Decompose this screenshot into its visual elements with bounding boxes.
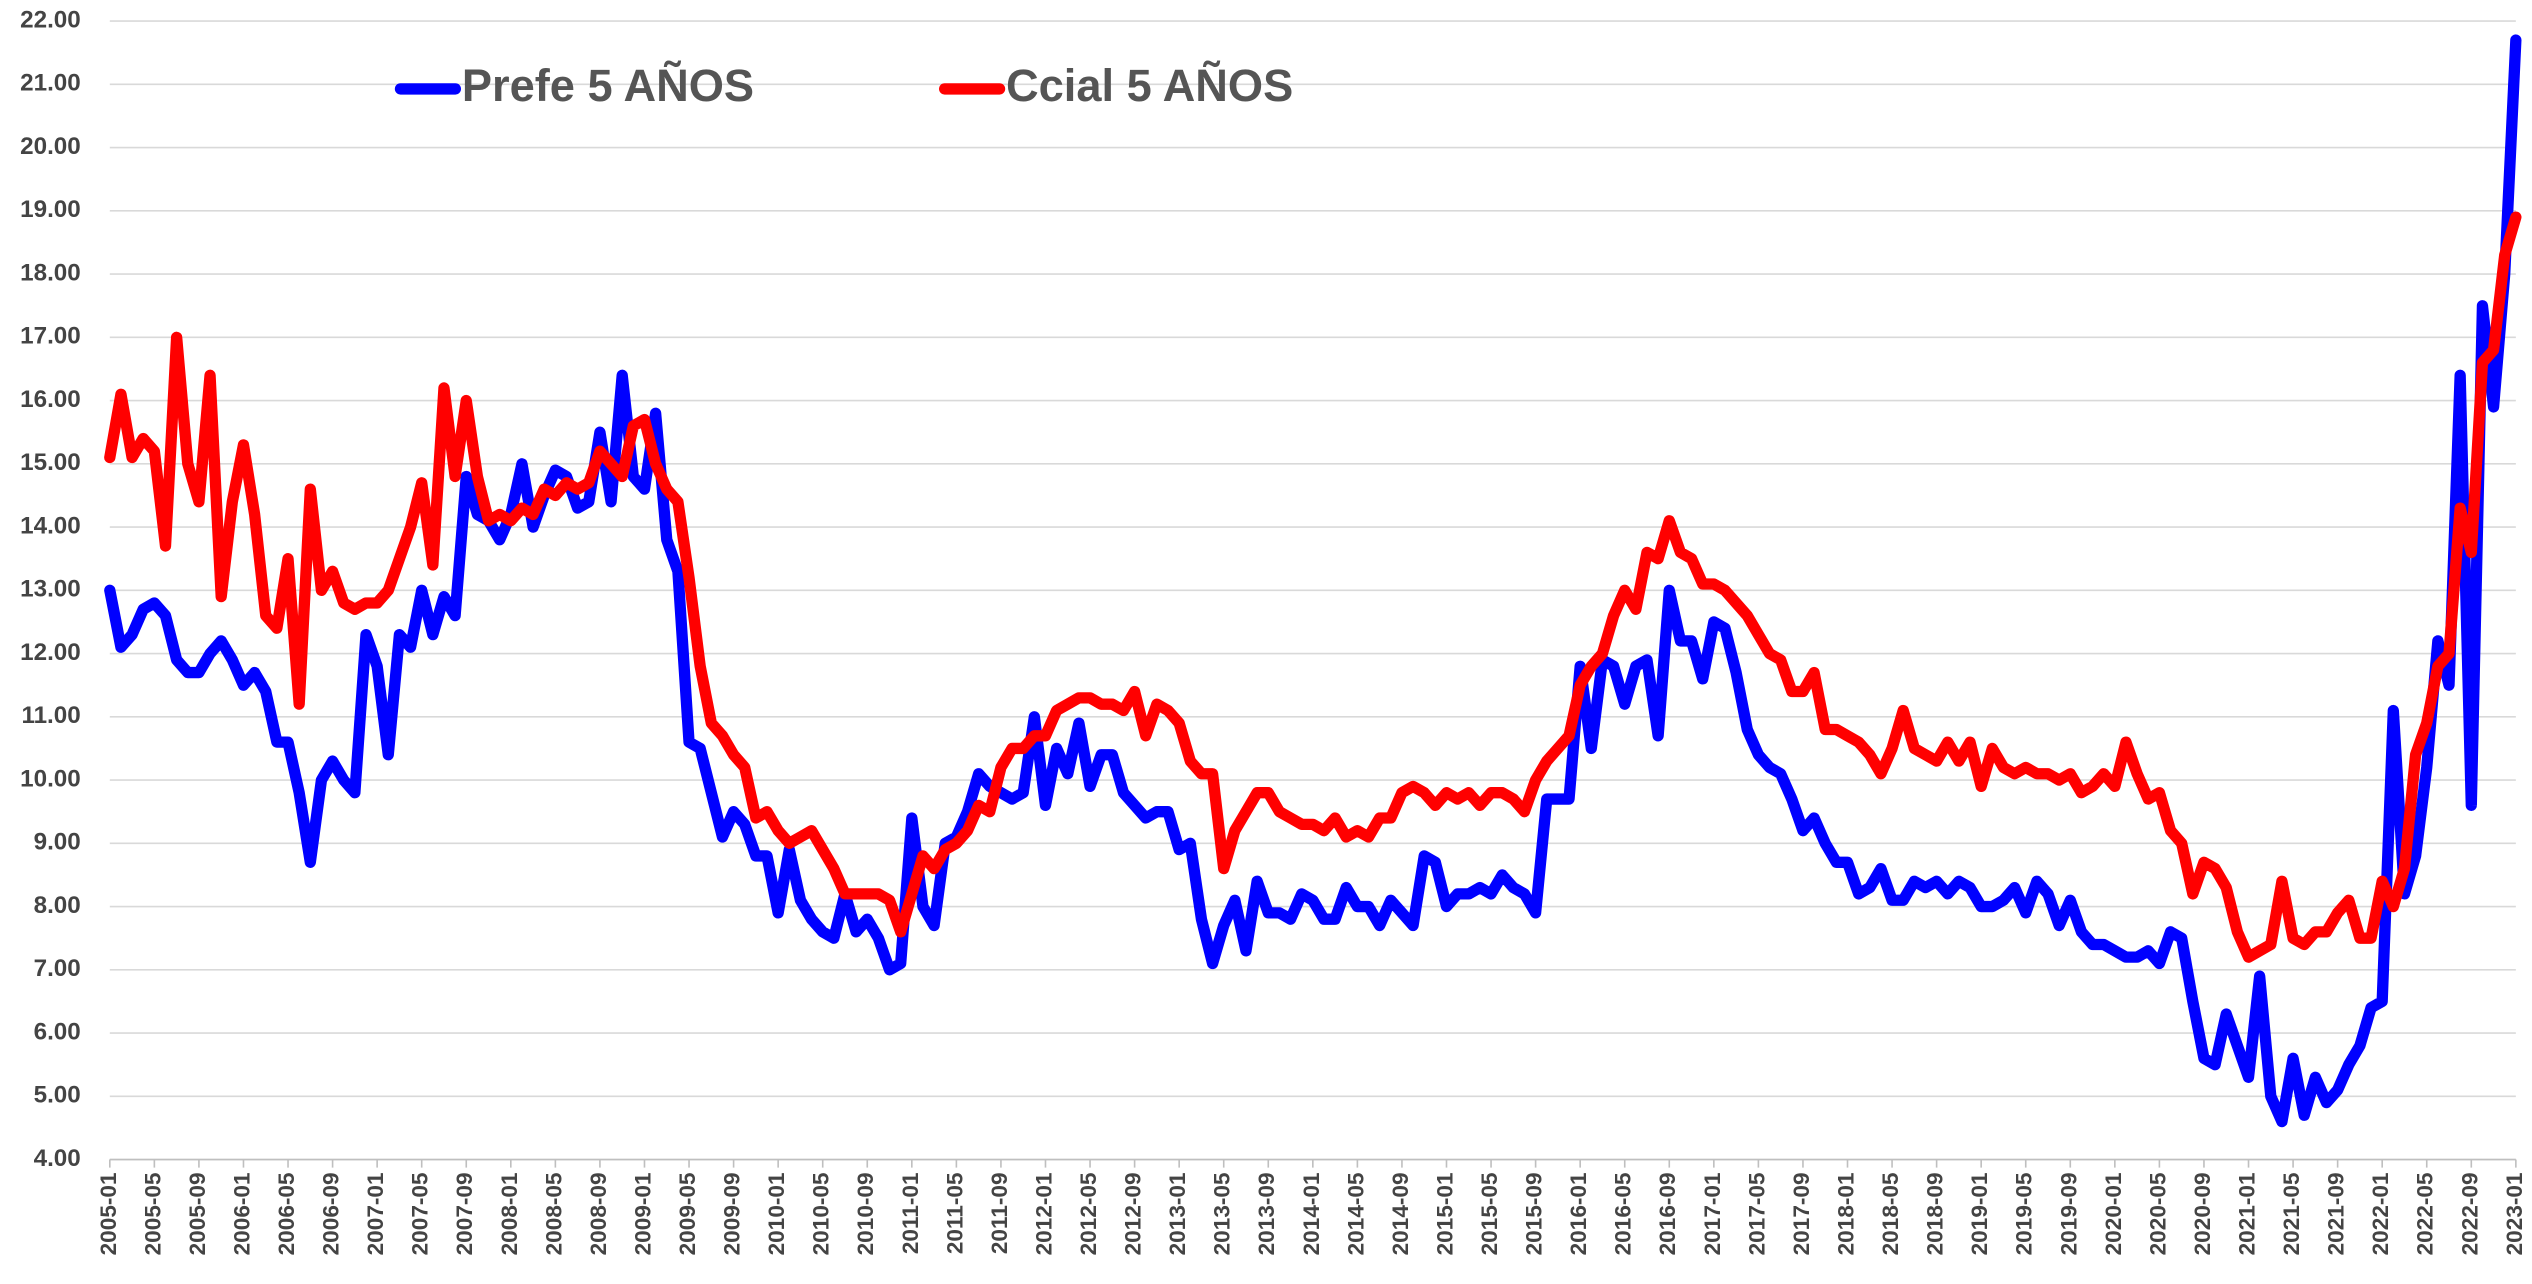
x-tick-label: 2018-01 xyxy=(1833,1172,1858,1255)
x-tick-label: 2018-05 xyxy=(1878,1172,1903,1255)
x-tick-label: 2010-05 xyxy=(809,1172,834,1255)
x-tick-label: 2005-05 xyxy=(140,1172,165,1255)
x-tick-label: 2007-01 xyxy=(363,1172,388,1255)
x-tick-label: 2013-05 xyxy=(1210,1172,1235,1255)
x-tick-label: 2018-09 xyxy=(1923,1172,1948,1255)
y-tick-label: 18.00 xyxy=(20,259,81,286)
x-tick-label: 2011-05 xyxy=(942,1172,967,1254)
x-tick-label: 2017-01 xyxy=(1700,1172,1725,1255)
x-tick-label: 2022-09 xyxy=(2457,1172,2482,1255)
x-tick-label: 2020-01 xyxy=(2101,1172,2126,1255)
y-tick-label: 13.00 xyxy=(20,576,81,603)
y-tick-label: 20.00 xyxy=(20,133,81,160)
y-tick-label: 19.00 xyxy=(20,196,81,223)
x-tick-label: 2012-01 xyxy=(1031,1172,1056,1255)
x-tick-label: 2015-09 xyxy=(1522,1172,1547,1255)
x-tick-label: 2019-01 xyxy=(1967,1172,1992,1255)
y-tick-label: 12.00 xyxy=(20,639,81,666)
x-tick-label: 2016-09 xyxy=(1655,1172,1680,1255)
x-tick-label: 2019-05 xyxy=(2012,1172,2037,1255)
y-tick-label: 8.00 xyxy=(34,892,81,919)
x-tick-label: 2006-09 xyxy=(319,1172,344,1255)
x-tick-label: 2009-01 xyxy=(630,1172,655,1255)
x-tick-label: 2012-05 xyxy=(1076,1172,1101,1255)
x-tick-label: 2023-01 xyxy=(2502,1172,2527,1255)
x-tick-label: 2020-09 xyxy=(2190,1172,2215,1255)
x-tick-label: 2006-05 xyxy=(274,1172,299,1255)
x-tick-label: 2020-05 xyxy=(2145,1172,2170,1255)
x-tick-label: 2011-01 xyxy=(898,1172,923,1254)
x-tick-label: 2005-09 xyxy=(185,1172,210,1255)
x-tick-label: 2008-01 xyxy=(497,1172,522,1255)
x-tick-label: 2015-05 xyxy=(1477,1172,1502,1255)
x-tick-label: 2012-09 xyxy=(1121,1172,1146,1255)
x-tick-label: 2007-09 xyxy=(452,1172,477,1255)
x-tick-label: 2014-01 xyxy=(1299,1172,1324,1255)
x-tick-label: 2022-01 xyxy=(2368,1172,2393,1255)
x-tick-label: 2017-05 xyxy=(1744,1172,1769,1255)
legend-label: Ccial 5 AÑOS xyxy=(1006,60,1293,111)
x-tick-label: 2010-09 xyxy=(853,1172,878,1255)
x-tick-label: 2014-09 xyxy=(1388,1172,1413,1255)
y-tick-label: 22.00 xyxy=(20,7,81,34)
x-tick-label: 2011-09 xyxy=(987,1172,1012,1254)
x-tick-label: 2013-01 xyxy=(1165,1172,1190,1255)
x-tick-label: 2016-01 xyxy=(1566,1172,1591,1255)
x-tick-label: 2021-01 xyxy=(2234,1172,2259,1255)
y-tick-label: 10.00 xyxy=(20,765,81,792)
y-tick-label: 16.00 xyxy=(20,386,81,413)
y-tick-label: 17.00 xyxy=(20,323,81,350)
x-tick-label: 2005-01 xyxy=(96,1172,121,1255)
series-line xyxy=(104,211,2522,963)
x-tick-label: 2022-05 xyxy=(2413,1172,2438,1255)
y-tick-label: 6.00 xyxy=(34,1018,81,1045)
x-tick-label: 2016-05 xyxy=(1611,1172,1636,1255)
y-tick-label: 4.00 xyxy=(34,1145,81,1172)
x-tick-label: 2013-09 xyxy=(1254,1172,1279,1255)
x-tick-label: 2009-05 xyxy=(675,1172,700,1255)
x-tick-label: 2014-05 xyxy=(1343,1172,1368,1255)
x-tick-label: 2010-01 xyxy=(764,1172,789,1255)
y-tick-label: 7.00 xyxy=(34,955,81,982)
x-tick-label: 2006-01 xyxy=(229,1172,254,1255)
x-tick-label: 2009-09 xyxy=(720,1172,745,1255)
y-tick-label: 9.00 xyxy=(34,829,81,856)
y-tick-label: 14.00 xyxy=(20,512,81,539)
legend-label: Prefe 5 AÑOS xyxy=(462,60,754,111)
x-tick-label: 2017-09 xyxy=(1789,1172,1814,1255)
series-line xyxy=(104,34,2522,1128)
y-tick-label: 21.00 xyxy=(20,70,81,97)
x-tick-label: 2021-09 xyxy=(2324,1172,2349,1255)
x-tick-label: 2015-01 xyxy=(1432,1172,1457,1255)
x-tick-label: 2021-05 xyxy=(2279,1172,2304,1255)
x-tick-label: 2007-05 xyxy=(408,1172,433,1255)
x-tick-label: 2008-05 xyxy=(541,1172,566,1255)
y-tick-label: 15.00 xyxy=(20,449,81,476)
y-tick-label: 5.00 xyxy=(34,1082,81,1109)
x-tick-label: 2008-09 xyxy=(586,1172,611,1255)
y-tick-label: 11.00 xyxy=(21,702,80,729)
x-tick-label: 2019-09 xyxy=(2056,1172,2081,1255)
